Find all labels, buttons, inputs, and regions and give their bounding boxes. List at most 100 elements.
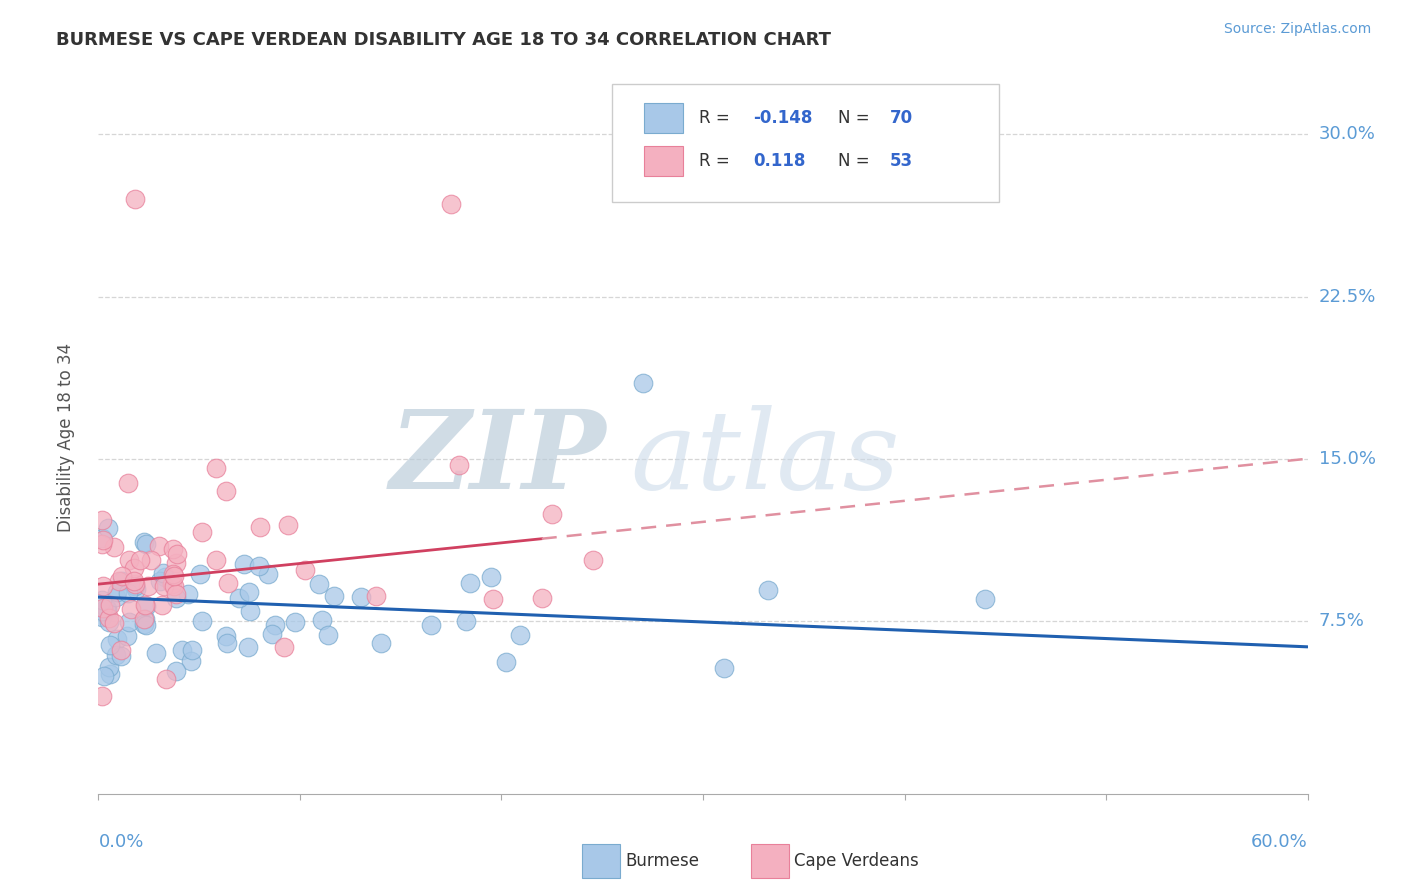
Point: [460, 575, 482, 590]
Text: N =: N =: [838, 152, 875, 169]
Point: [128, 552, 150, 566]
Text: Source: ZipAtlas.com: Source: ZipAtlas.com: [1223, 22, 1371, 37]
Point: [166, 587, 188, 601]
Point: [273, 640, 295, 655]
Text: -0.148: -0.148: [754, 109, 813, 127]
Point: [103, 540, 125, 554]
Point: [134, 598, 156, 612]
Point: [91, 610, 114, 624]
Point: [228, 591, 250, 606]
Point: [217, 636, 239, 650]
Text: atlas: atlas: [630, 405, 900, 512]
Point: [149, 574, 172, 588]
Point: [370, 636, 392, 650]
Point: [447, 458, 470, 473]
Point: [262, 627, 284, 641]
Point: [238, 640, 260, 654]
Point: [974, 592, 997, 607]
Point: [98, 638, 121, 652]
Point: [582, 553, 605, 567]
Point: [239, 604, 262, 618]
Point: [91, 593, 114, 607]
FancyBboxPatch shape: [644, 146, 683, 176]
Point: [93, 669, 115, 683]
Point: [495, 656, 517, 670]
Point: [264, 617, 287, 632]
Point: [713, 661, 735, 675]
Point: [91, 600, 114, 615]
Point: [152, 579, 174, 593]
Point: [294, 562, 316, 576]
Point: [91, 531, 114, 545]
Point: [110, 648, 132, 663]
Point: [181, 643, 204, 657]
Point: [308, 577, 330, 591]
Point: [91, 579, 114, 593]
Point: [152, 566, 174, 581]
Point: [188, 566, 211, 581]
Text: 0.118: 0.118: [754, 152, 806, 169]
Point: [105, 585, 128, 599]
FancyBboxPatch shape: [612, 84, 1000, 202]
Point: [132, 617, 155, 632]
Point: [97, 520, 120, 534]
Point: [135, 599, 157, 613]
Point: [98, 611, 121, 625]
Y-axis label: Disability Age 18 to 34: Disability Age 18 to 34: [56, 343, 75, 532]
Point: [145, 646, 167, 660]
Point: [117, 552, 139, 566]
Point: [111, 574, 134, 588]
Point: [94, 601, 117, 615]
Text: 70: 70: [890, 109, 912, 127]
Point: [104, 591, 127, 605]
Point: [204, 460, 226, 475]
Point: [155, 673, 177, 687]
Point: [284, 615, 307, 630]
Point: [215, 483, 238, 498]
Point: [96, 601, 118, 615]
Point: [91, 513, 114, 527]
Point: [238, 585, 260, 599]
Point: [530, 591, 553, 605]
Point: [91, 690, 114, 704]
Point: [180, 654, 202, 668]
Text: 30.0%: 30.0%: [1319, 126, 1375, 144]
Point: [162, 579, 184, 593]
Point: [440, 196, 463, 211]
Point: [91, 604, 114, 618]
Point: [124, 577, 146, 591]
Point: [134, 534, 156, 549]
Point: [217, 576, 239, 591]
Text: N =: N =: [838, 109, 875, 127]
Point: [160, 577, 183, 591]
Point: [97, 615, 120, 629]
Point: [420, 618, 443, 632]
Text: 7.5%: 7.5%: [1319, 612, 1365, 630]
Point: [103, 616, 125, 631]
Point: [117, 476, 139, 491]
Point: [91, 533, 114, 547]
Point: [177, 586, 200, 600]
Point: [166, 547, 188, 561]
Point: [756, 583, 779, 598]
Point: [91, 537, 114, 551]
Text: R =: R =: [699, 152, 740, 169]
Point: [124, 192, 146, 206]
Point: [134, 612, 156, 626]
Point: [190, 615, 212, 629]
Point: [170, 643, 193, 657]
Point: [104, 648, 127, 662]
Text: BURMESE VS CAPE VERDEAN DISABILITY AGE 18 TO 34 CORRELATION CHART: BURMESE VS CAPE VERDEAN DISABILITY AGE 1…: [56, 31, 831, 49]
Point: [311, 613, 333, 627]
Point: [150, 599, 173, 613]
Point: [135, 537, 157, 551]
Text: R =: R =: [699, 109, 735, 127]
Point: [257, 567, 280, 582]
Point: [120, 601, 142, 615]
Point: [122, 574, 145, 588]
Point: [148, 539, 170, 553]
Text: 0.0%: 0.0%: [98, 833, 143, 851]
Point: [204, 553, 226, 567]
Point: [108, 574, 131, 588]
Point: [135, 617, 157, 632]
